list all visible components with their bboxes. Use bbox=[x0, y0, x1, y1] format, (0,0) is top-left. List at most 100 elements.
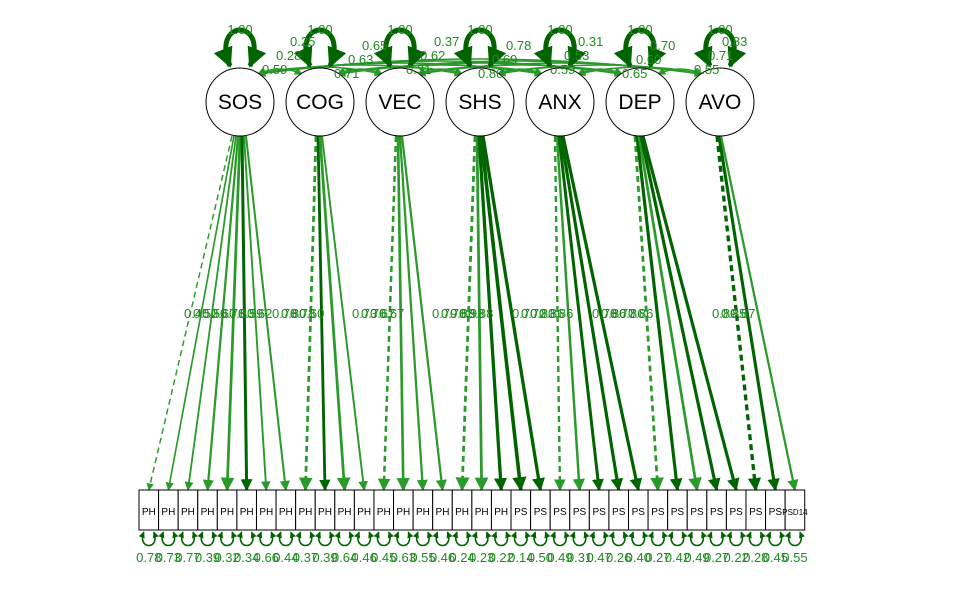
latent-label: ANX bbox=[538, 91, 581, 114]
factor-loading-path bbox=[555, 135, 585, 492]
factor-loading-path bbox=[398, 135, 428, 492]
latent-variance-loop bbox=[373, 27, 427, 68]
observed-node: PH bbox=[236, 489, 257, 531]
error-variance-loop bbox=[589, 531, 610, 547]
observed-label: PH bbox=[279, 507, 293, 518]
error-variance-label: 0.49 bbox=[684, 550, 709, 565]
observed-node: PS bbox=[569, 489, 590, 531]
observed-label: PH bbox=[396, 507, 410, 518]
error-variance-label: 0.24 bbox=[449, 550, 474, 565]
observed-label: PH bbox=[357, 507, 371, 518]
latent-variance-label: 1.00 bbox=[627, 22, 652, 37]
observed-label: PSD14 bbox=[782, 508, 808, 517]
factor-loading-path bbox=[637, 135, 702, 492]
loading-label: 0.52 bbox=[193, 306, 218, 321]
error-variance-loop bbox=[530, 531, 551, 547]
observed-label: PH bbox=[318, 507, 332, 518]
error-variance-label: 0.49 bbox=[547, 550, 572, 565]
observed-node: PH bbox=[451, 489, 473, 531]
observed-label: PH bbox=[416, 507, 430, 518]
latent-node-dep: DEP bbox=[605, 67, 675, 137]
factor-loading-path bbox=[318, 135, 351, 492]
loading-label: 0.73 bbox=[352, 306, 377, 321]
error-variance-label: 0.40 bbox=[626, 550, 651, 565]
error-variance-loop bbox=[275, 531, 296, 547]
latent-label: DEP bbox=[618, 91, 661, 114]
latent-variance-loop bbox=[213, 27, 267, 68]
observed-label: PS bbox=[573, 507, 587, 518]
factor-loading-path bbox=[321, 135, 368, 491]
factor-loading-path bbox=[719, 135, 799, 492]
observed-node: PSD14 bbox=[782, 489, 808, 531]
observed-node: PH bbox=[138, 489, 160, 531]
latent-label: SOS bbox=[218, 91, 262, 114]
error-variance-label: 0.34 bbox=[234, 550, 259, 565]
observed-label: PH bbox=[475, 507, 489, 518]
latent-variance-loop bbox=[693, 27, 747, 68]
error-variance-label: 0.23 bbox=[469, 550, 494, 565]
factor-loading-path bbox=[559, 135, 624, 492]
latent-variance-label: 1.00 bbox=[227, 22, 252, 37]
observed-node: PS bbox=[608, 489, 629, 531]
observed-label: PS bbox=[710, 507, 724, 518]
factor-loading-path bbox=[165, 135, 235, 491]
observed-node: PS bbox=[745, 489, 767, 531]
error-variance-loop bbox=[706, 531, 727, 547]
loading-label: 0.70 bbox=[512, 306, 537, 321]
factor-loading-path bbox=[635, 135, 683, 492]
observed-label: PS bbox=[730, 507, 744, 518]
loading-label: 0.67 bbox=[211, 306, 236, 321]
latent-node-anx: ANX bbox=[525, 67, 595, 137]
covariance-arc bbox=[657, 67, 703, 75]
observed-node: PS bbox=[588, 489, 610, 531]
error-variance-loop bbox=[314, 531, 336, 547]
factor-loading-path bbox=[477, 135, 508, 492]
error-variance-label: 0.46 bbox=[352, 550, 377, 565]
factor-loading-path bbox=[641, 135, 740, 492]
observed-node: PS bbox=[530, 489, 551, 531]
covariance-label: 0.31 bbox=[578, 34, 603, 49]
error-variance-loop bbox=[471, 531, 492, 547]
error-variance-loop bbox=[745, 531, 766, 547]
error-variance-loop bbox=[647, 531, 668, 547]
factor-loading-path bbox=[244, 135, 290, 492]
observed-node: PH bbox=[314, 489, 336, 531]
error-variance-label: 0.31 bbox=[567, 550, 592, 565]
factor-loading-path bbox=[184, 135, 237, 491]
factor-loading-path bbox=[553, 135, 566, 492]
latent-circle bbox=[685, 67, 755, 137]
factor-loading-path bbox=[474, 135, 489, 492]
loading-label: 0.86 bbox=[548, 306, 573, 321]
loading-label: 0.78 bbox=[592, 306, 617, 321]
error-variance-label: 0.45 bbox=[371, 550, 396, 565]
error-variance-label: 0.47 bbox=[586, 550, 611, 565]
factor-loading-path bbox=[717, 135, 780, 492]
latent-node-cog: COG bbox=[285, 67, 355, 137]
covariance-label: 0.62 bbox=[420, 48, 445, 63]
error-variance-label: 0.45 bbox=[763, 550, 788, 565]
latent-circle bbox=[525, 67, 595, 137]
loading-layer bbox=[146, 135, 799, 492]
latent-circle bbox=[365, 67, 435, 137]
loading-label: 0.56 bbox=[202, 306, 227, 321]
observed-label: PS bbox=[592, 507, 606, 518]
error-variance-loop bbox=[217, 531, 238, 547]
latent-variance-loop bbox=[613, 27, 667, 68]
error-variance-label: 0.64 bbox=[332, 550, 357, 565]
latent-circle bbox=[445, 67, 515, 137]
error-variance-label: 0.22 bbox=[489, 550, 514, 565]
covariance-label: 0.60 bbox=[636, 52, 661, 67]
error-variance-label: 0.32 bbox=[214, 550, 239, 565]
covariance-label: 0.59 bbox=[262, 62, 287, 77]
observed-node: PH bbox=[295, 489, 316, 531]
error-variance-loop bbox=[628, 531, 649, 547]
latent-circle bbox=[605, 67, 675, 137]
error-variance-label: 0.42 bbox=[665, 550, 690, 565]
covariance-label: 0.69 bbox=[492, 52, 517, 67]
loading-label: 0.77 bbox=[610, 306, 635, 321]
factor-loading-path bbox=[240, 135, 253, 492]
latent-variance-loop bbox=[533, 27, 587, 68]
loading-label: 0.78 bbox=[272, 306, 297, 321]
